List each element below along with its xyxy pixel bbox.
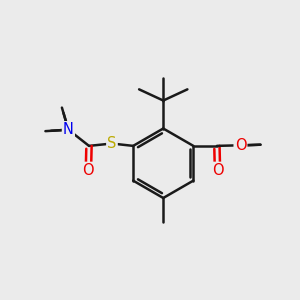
- Text: N: N: [63, 122, 74, 137]
- Text: O: O: [212, 163, 223, 178]
- Text: O: O: [82, 163, 94, 178]
- Text: O: O: [235, 138, 246, 153]
- Text: S: S: [107, 136, 117, 151]
